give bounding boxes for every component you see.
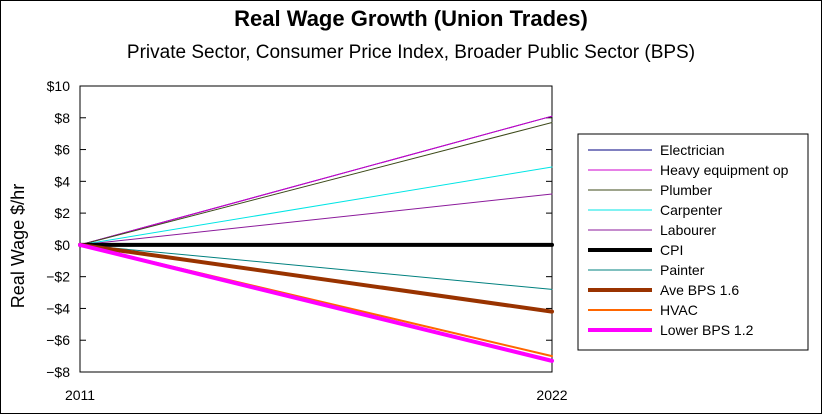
legend-label: Lower BPS 1.2 xyxy=(660,322,754,338)
legend-label: Heavy equipment op xyxy=(660,162,789,178)
series-line xyxy=(79,115,553,246)
y-tick-label: −$2 xyxy=(46,269,70,285)
y-tick-label: $8 xyxy=(54,110,70,126)
series-line xyxy=(78,242,554,363)
y-tick-label: −$6 xyxy=(46,332,70,348)
legend-label: Labourer xyxy=(660,222,716,238)
y-axis-label: Real Wage $/hr xyxy=(8,184,28,308)
plot-area xyxy=(79,85,553,373)
series-lines xyxy=(78,115,554,363)
y-tick-label: $6 xyxy=(54,142,70,158)
y-axis: $10 $8 $6 $4 $2 $0 −$2 −$4 −$6 −$8 xyxy=(46,78,552,380)
series-line xyxy=(79,166,553,246)
y-tick-label: $2 xyxy=(54,205,70,221)
y-tick-label: $0 xyxy=(54,237,70,253)
series-line xyxy=(79,193,553,246)
series-line xyxy=(78,242,554,314)
legend-label: Ave BPS 1.6 xyxy=(660,282,739,298)
series-line xyxy=(79,122,553,246)
x-axis: 2011 2022 xyxy=(65,366,568,403)
legend: Electrician Heavy equipment op Plumber Carp… xyxy=(577,133,809,351)
chart-title: Real Wage Growth (Union Trades) xyxy=(234,6,588,31)
y-tick-label: $10 xyxy=(47,78,71,94)
legend-label: CPI xyxy=(660,242,683,258)
y-tick-label: −$4 xyxy=(46,300,70,316)
y-tick-label: −$8 xyxy=(46,364,70,380)
legend-label: Carpenter xyxy=(660,202,723,218)
legend-label: Painter xyxy=(660,262,705,278)
x-tick-label: 2011 xyxy=(65,387,95,403)
legend-label: HVAC xyxy=(660,302,698,318)
series-line xyxy=(79,244,553,290)
legend-label: Electrician xyxy=(660,142,725,158)
legend-label: Plumber xyxy=(660,182,712,198)
x-tick-label: 2022 xyxy=(536,387,567,403)
y-tick-label: $4 xyxy=(54,173,70,189)
chart-subtitle: Private Sector, Consumer Price Index, Br… xyxy=(126,42,696,63)
